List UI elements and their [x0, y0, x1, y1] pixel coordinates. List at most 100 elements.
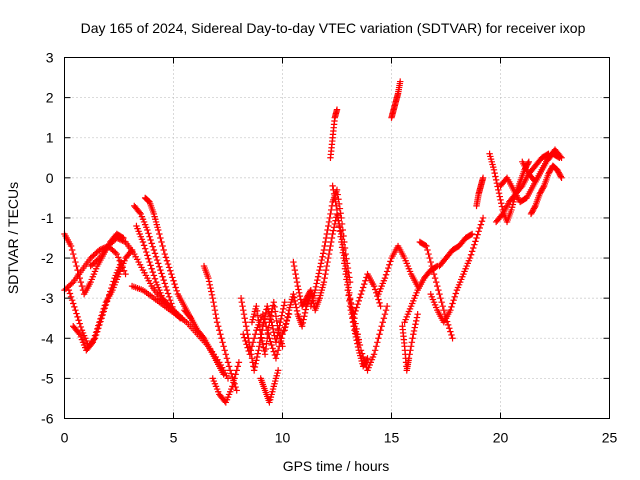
data-point-marker: [329, 230, 336, 238]
data-point-marker: [76, 320, 83, 327]
data-point-marker: [439, 302, 446, 310]
data-point-marker: [149, 243, 156, 250]
series-arc-k: [200, 262, 240, 394]
data-point-marker: [113, 250, 121, 258]
series-arc-s: [307, 186, 354, 310]
data-point-marker: [258, 337, 266, 345]
data-point-marker: [330, 186, 337, 194]
data-point-marker: [436, 290, 443, 298]
data-point-marker: [272, 313, 280, 320]
data-point-marker: [293, 274, 300, 282]
data-point-marker: [345, 291, 353, 299]
data-point-marker: [290, 258, 297, 266]
data-point-marker: [407, 343, 415, 350]
data-point-marker: [248, 355, 256, 362]
data-point-marker: [147, 262, 154, 269]
data-point-marker: [98, 312, 105, 319]
data-point-marker: [373, 343, 380, 350]
series-arc-w: [344, 286, 391, 374]
x-tick-label: 5: [170, 430, 178, 446]
data-point-marker: [255, 317, 262, 324]
series-arc-l: [209, 359, 243, 406]
data-point-marker: [167, 267, 174, 274]
data-point-marker: [156, 230, 163, 238]
data-point-marker: [96, 246, 103, 254]
data-point-marker: [352, 320, 359, 327]
data-point-marker: [343, 281, 351, 288]
data-point-marker: [412, 321, 419, 328]
data-point-marker: [362, 360, 369, 367]
data-point-marker: [243, 341, 250, 348]
data-point-marker: [256, 321, 263, 329]
data-point-marker: [220, 371, 227, 378]
data-point-marker: [494, 183, 501, 190]
series-arc-e: [87, 234, 182, 318]
data-point-marker: [468, 230, 476, 238]
data-point-marker: [338, 244, 346, 251]
data-point-marker: [327, 238, 335, 246]
data-point-marker: [413, 317, 420, 325]
data-point-marker: [268, 341, 275, 349]
data-point-marker: [257, 331, 264, 338]
data-point-marker: [449, 335, 456, 342]
data-point-marker: [298, 323, 306, 330]
data-point-marker: [266, 315, 274, 323]
data-point-marker: [296, 292, 304, 300]
data-point-marker: [315, 270, 323, 277]
data-point-marker: [239, 302, 246, 310]
data-point-marker: [97, 315, 104, 323]
x-tick-label: 15: [384, 430, 400, 446]
data-point-marker: [377, 302, 384, 310]
data-point-marker: [347, 300, 355, 308]
data-point-marker: [540, 183, 547, 191]
data-point-marker: [220, 343, 227, 350]
series-arc-kk: [519, 146, 565, 186]
data-point-marker: [299, 319, 307, 327]
data-point-marker: [258, 334, 265, 341]
data-point-marker: [253, 307, 261, 315]
data-point-marker: [414, 311, 421, 318]
data-point-marker: [172, 284, 179, 291]
data-point-marker: [145, 255, 152, 262]
data-point-marker: [317, 260, 325, 267]
data-point-marker: [219, 339, 226, 346]
data-point-marker: [406, 351, 413, 358]
data-point-marker: [346, 296, 354, 303]
data-point-marker: [430, 270, 438, 278]
data-point-marker: [495, 190, 503, 197]
data-point-marker: [322, 266, 330, 274]
data-points: [61, 78, 565, 406]
data-point-marker: [339, 249, 347, 256]
data-point-marker: [357, 347, 365, 354]
data-point-marker: [432, 263, 440, 270]
data-point-marker: [371, 286, 379, 293]
data-point-marker: [256, 343, 263, 350]
data-point-marker: [330, 227, 337, 234]
data-point-marker: [254, 350, 261, 357]
data-point-marker: [167, 296, 174, 304]
data-point-marker: [213, 319, 221, 326]
data-point-marker: [317, 263, 324, 270]
data-point-marker: [151, 250, 159, 257]
data-point-marker: [325, 250, 333, 258]
data-point-marker: [95, 322, 102, 329]
data-point-marker: [267, 312, 275, 319]
data-point-marker: [90, 335, 98, 343]
data-point-marker: [233, 387, 240, 394]
data-point-marker: [342, 270, 349, 278]
data-point-marker: [413, 314, 421, 321]
data-point-marker: [169, 274, 176, 281]
data-point-marker: [329, 182, 336, 190]
data-point-marker: [558, 174, 565, 182]
data-point-marker: [161, 250, 168, 258]
data-point-marker: [234, 363, 242, 370]
data-point-marker: [208, 291, 216, 299]
data-point-marker: [492, 176, 500, 184]
data-point-marker: [293, 307, 301, 315]
data-point-marker: [322, 238, 329, 246]
data-point-marker: [186, 313, 194, 321]
y-tick-label: 2: [46, 90, 54, 106]
data-point-marker: [341, 260, 348, 267]
data-point-marker: [139, 238, 147, 246]
data-point-marker: [249, 359, 256, 366]
